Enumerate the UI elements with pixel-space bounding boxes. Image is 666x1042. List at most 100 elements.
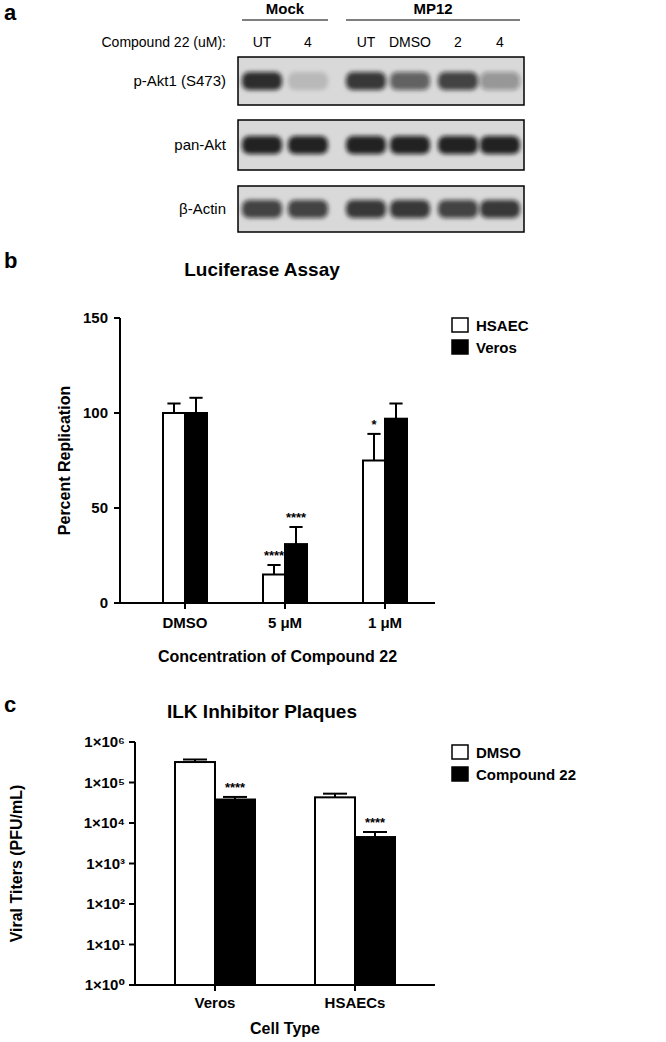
lane-label: 4 (304, 34, 312, 50)
error-line (173, 404, 175, 414)
x-label: Cell Type (250, 1020, 320, 1037)
significance: **** (264, 548, 285, 563)
error-cap (389, 403, 402, 405)
category-label: 1 μM (368, 614, 402, 631)
tick-label: 1×10² (86, 895, 125, 912)
lane-label: UT (357, 34, 376, 50)
band (438, 136, 478, 154)
blot-frame (238, 186, 524, 232)
legend-label: Veros (476, 339, 517, 356)
tick-label: 150 (83, 309, 108, 326)
row-label: p-Akt1 (S473) (133, 72, 226, 89)
tick (114, 507, 120, 509)
error-cap (183, 758, 207, 760)
tick (114, 317, 120, 319)
y-axis (119, 318, 121, 603)
lane-label: DMSO (389, 34, 431, 50)
error-bar (367, 434, 380, 461)
error-cap (289, 526, 302, 528)
error-line (295, 527, 297, 544)
tick (129, 741, 135, 743)
legend-label: Compound 22 (476, 766, 576, 783)
tick-label: 1×10¹ (86, 936, 125, 953)
legend-swatch (452, 767, 468, 781)
tick (129, 822, 135, 824)
band (242, 200, 282, 218)
row-label: β-Actin (179, 200, 226, 217)
significance: * (371, 417, 377, 432)
significance: **** (365, 815, 386, 830)
tick (129, 782, 135, 784)
bar (385, 419, 407, 603)
error-cap (367, 433, 380, 435)
error-line (395, 404, 397, 419)
error-bar (167, 404, 180, 414)
legend-swatch (452, 745, 468, 759)
title: Luciferase Assay (184, 259, 340, 280)
error-cap (267, 564, 280, 566)
group-label: Mock (266, 0, 305, 17)
tick-label: 1×10⁴ (84, 814, 125, 831)
y-label: Viral Titers (PFU/mL) (8, 785, 25, 943)
panel-label: c (4, 692, 16, 717)
chart: cILK Inhibitor Plaques1×10⁰1×10¹1×10²1×1… (4, 692, 576, 1037)
legend-label: HSAEC (476, 317, 529, 334)
error-bar (267, 565, 280, 575)
tick-label: 1×10⁶ (84, 733, 125, 750)
bar (185, 413, 207, 603)
error-bar (189, 398, 202, 413)
bars (163, 398, 407, 603)
error-line (273, 565, 275, 575)
error-cap (223, 796, 247, 798)
blot-frame (238, 57, 524, 105)
band (438, 200, 478, 218)
band (346, 136, 386, 154)
band (288, 72, 328, 90)
error-bar (389, 404, 402, 419)
band (390, 72, 430, 90)
bar (285, 544, 307, 603)
significance: **** (225, 780, 246, 795)
bars (175, 759, 395, 985)
tick (114, 412, 120, 414)
chart: bLuciferase Assay050100150Percent Replic… (4, 248, 529, 665)
x-tick (284, 603, 286, 609)
x-tick (354, 985, 356, 991)
group-line (346, 19, 520, 20)
row-label: pan-Akt (174, 136, 227, 153)
bar (163, 413, 185, 603)
category-label: DMSO (163, 614, 208, 631)
bar (175, 762, 215, 985)
tick-label: 100 (83, 404, 108, 421)
tick (129, 903, 135, 905)
band (390, 136, 430, 154)
panel-label: a (4, 0, 17, 25)
tick-label: 1×10⁵ (84, 774, 125, 791)
legend-swatch (452, 318, 468, 332)
bar (215, 800, 255, 985)
error-cap (167, 403, 180, 405)
bar (263, 575, 285, 604)
band (438, 72, 478, 90)
bar (355, 837, 395, 985)
group-line (242, 19, 328, 20)
lane-label: 2 (454, 34, 462, 50)
group-label: MP12 (413, 0, 452, 17)
tick (129, 984, 135, 986)
x-tick (184, 603, 186, 609)
x-label: Concentration of Compound 22 (158, 648, 397, 665)
band (288, 200, 328, 218)
legend-swatch (452, 340, 468, 354)
band (242, 72, 282, 90)
bar (315, 797, 355, 985)
band (390, 200, 430, 218)
x-tick (214, 985, 216, 991)
error-line (373, 434, 375, 461)
y-label: Percent Replication (56, 386, 73, 535)
blot-frame (238, 120, 524, 170)
band (346, 72, 386, 90)
tick-label: 50 (91, 499, 108, 516)
band (346, 200, 386, 218)
panel-label: b (4, 248, 17, 273)
error-cap (323, 793, 347, 795)
